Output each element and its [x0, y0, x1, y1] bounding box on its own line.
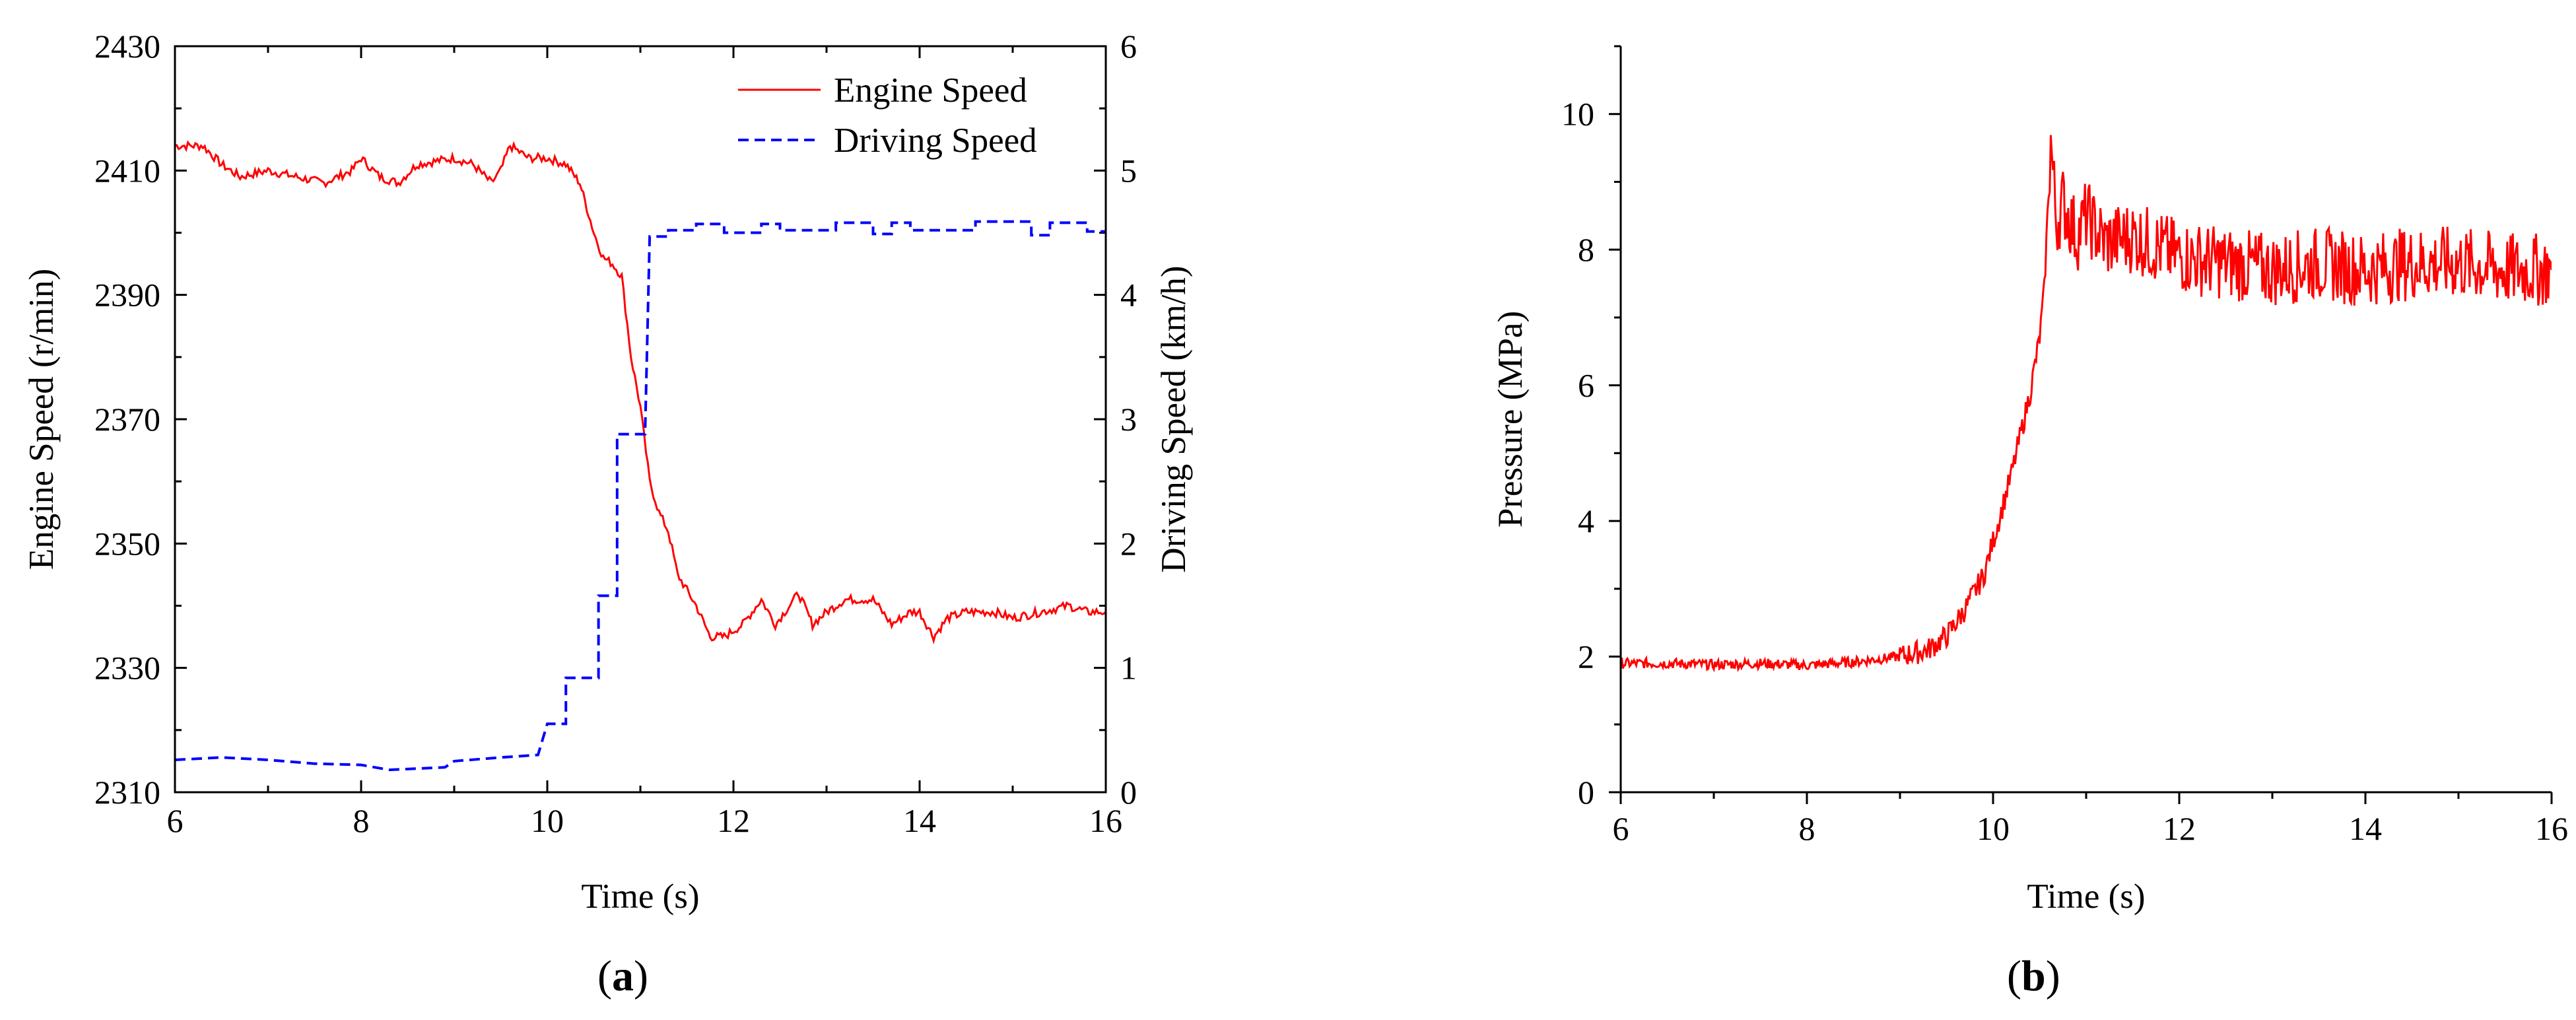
- panel-a-y2-tick-label: 5: [1120, 152, 1137, 189]
- panel-b-y-tick-label: 10: [1561, 96, 1594, 133]
- panel-a-label: (a): [597, 952, 648, 1000]
- panel-b-y-tick-label: 0: [1578, 774, 1594, 811]
- legend-engine-label: Engine Speed: [834, 71, 1027, 110]
- panel-b-axis-lines: [1619, 46, 2552, 794]
- driving-speed-line: [175, 220, 1106, 772]
- panel-b-y-tick-label: 6: [1578, 367, 1594, 404]
- panel-b-y-tick-label: 8: [1578, 231, 1594, 268]
- panel-a-y-tick-label: 2410: [94, 152, 160, 189]
- panel-a-label-open: (: [597, 952, 612, 1000]
- panel-b: 6 8 10 12 14 16 0 2 4 6 8 10 Time (s) Pressure (MPa…: [1491, 45, 2568, 1000]
- panel-a-y2-tick-label: 3: [1120, 401, 1137, 438]
- panel-a-x-tick-label: 16: [1089, 802, 1122, 839]
- panel-b-x-tick-label: 16: [2535, 810, 2568, 847]
- panel-b-label-letter: b: [2021, 952, 2046, 1000]
- panel-a-x-tick-label: 12: [717, 802, 750, 839]
- panel-a-y-tick-label: 2310: [94, 774, 160, 811]
- panel-b-x-tick-label: 10: [1977, 810, 2010, 847]
- panel-b-y-tick-label: 4: [1578, 502, 1594, 539]
- panel-a-y2-tick-label: 1: [1120, 650, 1137, 687]
- panel-b-y-tick-label: 2: [1578, 638, 1594, 675]
- panel-a-y-tick-label: 2370: [94, 401, 160, 438]
- panel-b-x-axis-title: Time (s): [2027, 877, 2145, 916]
- panel-a-frame: [174, 45, 1107, 794]
- panel-b-x-tick-label: 6: [1613, 810, 1629, 847]
- pressure-line: [1621, 135, 2552, 673]
- panel-b-y-axis-title: Pressure (MPa): [1491, 311, 1530, 527]
- panel-a-x-tick-label: 6: [167, 802, 184, 839]
- engine-speed-line: [175, 140, 1106, 645]
- panel-b-label-close: ): [2046, 952, 2060, 1000]
- panel-b-tick-labels: 6 8 10 12 14 16 0 2 4 6 8 10: [1561, 96, 2568, 847]
- panel-a-y-axis-title: Engine Speed (r/min): [22, 269, 61, 570]
- panel-a-y2-tick-label: 6: [1120, 28, 1137, 65]
- legend-driving-label: Driving Speed: [834, 121, 1037, 160]
- panel-a-label-letter: a: [612, 952, 634, 1000]
- panel-a-x-axis-title: Time (s): [581, 877, 699, 916]
- panel-a-y-tick-label: 2330: [94, 650, 160, 687]
- panel-a-y2-axis-title: Driving Speed (km/h): [1155, 265, 1193, 572]
- panel-a-y2-tick-label: 4: [1120, 277, 1137, 314]
- legend: Engine Speed Driving Speed: [738, 71, 1037, 160]
- panel-a-x-tick-label: 10: [531, 802, 564, 839]
- panel-b-ticks: [1609, 45, 2553, 804]
- panel-a-x-tick-label: 14: [903, 802, 936, 839]
- panel-a-y2-tick-label: 0: [1120, 774, 1137, 811]
- panel-a-y-tick-label: 2350: [94, 525, 160, 562]
- panel-a-x-tick-label: 8: [353, 802, 370, 839]
- panel-b-x-tick-label: 8: [1799, 810, 1815, 847]
- panel-b-x-tick-label: 14: [2349, 810, 2382, 847]
- panel-a-y2-tick-label: 2: [1120, 525, 1137, 562]
- panel-b-x-tick-label: 12: [2163, 810, 2196, 847]
- panel-a-y-tick-label: 2390: [94, 277, 160, 314]
- panel-b-label: (b): [2007, 952, 2060, 1000]
- panel-a-y-tick-label: 2430: [94, 28, 160, 65]
- panel-a: 6 8 10 12 14 16231023302350237023902410243001…: [22, 28, 1193, 1000]
- panel-a-tick-labels: 6 8 10 12 14 16231023302350237023902410243001…: [94, 28, 1137, 839]
- panel-b-label-open: (: [2007, 952, 2021, 1000]
- panel-a-label-close: ): [634, 952, 648, 1000]
